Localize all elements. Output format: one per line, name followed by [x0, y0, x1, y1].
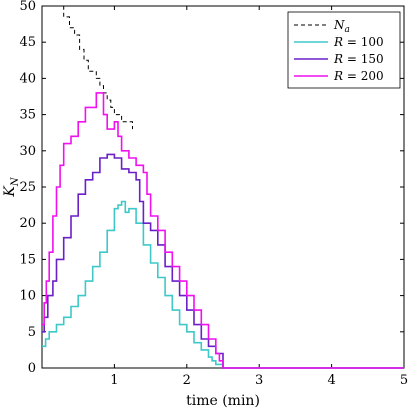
y-tick-label: 30: [19, 144, 36, 159]
y-axis-title-text: KN: [2, 176, 21, 197]
x-tick-label: 3: [255, 373, 263, 388]
y-tick-label: 20: [19, 216, 36, 231]
series-line-2: [42, 153, 404, 369]
legend-label: R = 200: [333, 69, 384, 83]
series-line-0: [56, 5, 133, 130]
x-tick-label: 2: [183, 373, 191, 388]
y-tick-label: 25: [19, 180, 36, 195]
x-axis-title: time (min): [186, 393, 260, 409]
legend: NaR = 100 R = 150 R = 200: [287, 11, 401, 89]
series-line-1: [42, 200, 404, 369]
x-tick-label: 4: [327, 373, 335, 388]
series-line-3: [42, 92, 404, 369]
legend-label: R = 150: [333, 52, 384, 66]
legend-label: R = 100: [333, 35, 384, 49]
series-layer: [42, 5, 404, 369]
y-tick-label: 10: [19, 289, 36, 304]
y-tick-label: 5: [28, 325, 36, 340]
legend-label: Na: [333, 18, 350, 35]
y-axis-title: KN: [2, 176, 21, 197]
y-tick-label: 35: [19, 108, 36, 123]
y-tick-label: 15: [19, 252, 36, 267]
y-tick-label: 45: [19, 35, 36, 50]
y-tick-label: 40: [19, 71, 36, 86]
x-tick-label: 5: [400, 373, 408, 388]
y-tick-label: 50: [19, 0, 36, 14]
x-tick-label: 1: [110, 373, 118, 388]
y-tick-label: 0: [28, 361, 36, 376]
